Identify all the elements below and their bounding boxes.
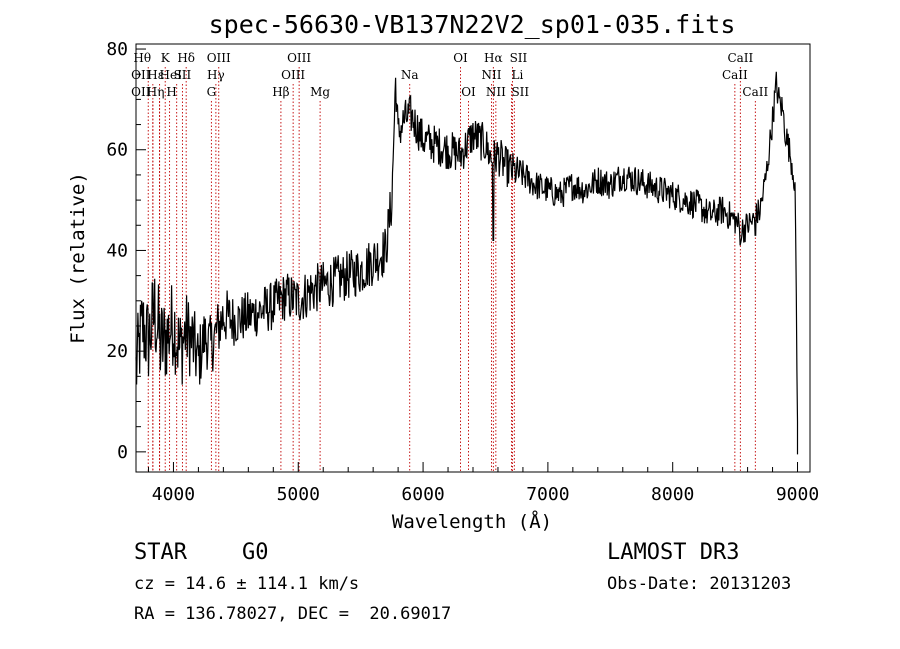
- y-tick-label: 20: [106, 341, 128, 362]
- line-label: SII: [511, 85, 529, 99]
- line-label: Na: [401, 68, 419, 82]
- y-axis-label: Flux (relative): [67, 172, 89, 344]
- y-tick-label: 0: [117, 442, 128, 463]
- line-label: CaII: [742, 85, 768, 99]
- line-label: CaII: [722, 68, 748, 82]
- x-tick-label: 7000: [526, 484, 569, 505]
- x-tick-label: 5000: [277, 484, 320, 505]
- redshift-cz: cz = 14.6 ± 114.1 km/s: [134, 574, 360, 594]
- line-label: OI: [461, 85, 476, 99]
- line-label: Hβ: [272, 85, 289, 99]
- line-label: SII: [510, 51, 528, 65]
- line-label: OIII: [281, 68, 305, 82]
- object-class: STAR: [134, 540, 187, 565]
- y-axis-ticks: 0 20 40 60 80: [106, 39, 146, 463]
- line-label: SII: [174, 68, 192, 82]
- spectral-line-markers: [147, 67, 756, 472]
- y-tick-label: 40: [106, 240, 128, 261]
- x-axis-label: Wavelength (Å): [392, 510, 552, 533]
- observation-date: Obs-Date: 20131203: [607, 574, 792, 594]
- line-label: Hγ: [207, 68, 225, 82]
- line-label: Li: [512, 68, 524, 82]
- y-tick-label: 80: [106, 39, 128, 60]
- object-subclass: G0: [242, 540, 269, 565]
- line-label: HeI: [160, 68, 183, 82]
- line-label: K: [161, 51, 171, 65]
- y-tick-label: 60: [106, 140, 128, 161]
- x-axis-ticks: 4000 5000 6000 7000 8000 9000: [147, 462, 819, 505]
- line-label: G: [207, 85, 217, 99]
- line-label: Hδ: [177, 51, 195, 65]
- line-label: NII: [486, 85, 506, 99]
- line-label: Mg: [310, 85, 330, 99]
- flux-series-line: [135, 71, 799, 455]
- line-label: NII: [481, 68, 501, 82]
- line-label: Hθ: [133, 51, 151, 65]
- x-tick-label: 6000: [401, 484, 444, 505]
- x-tick-label: 9000: [776, 484, 819, 505]
- x-tick-label: 8000: [651, 484, 694, 505]
- line-label: OIII: [207, 51, 231, 65]
- line-label: Hα: [484, 51, 503, 65]
- line-label: CaII: [727, 51, 753, 65]
- line-label: OIII: [287, 51, 311, 65]
- plot-frame: [135, 43, 811, 473]
- spectral-line-labels: HθOIIOIIHεHηKHHeISIIHδGHγOIIIHβOIIIOIIIM…: [131, 51, 768, 99]
- survey-name: LAMOST DR3: [607, 540, 740, 565]
- line-label: Hη: [147, 85, 165, 99]
- line-label: OI: [453, 51, 468, 65]
- line-label: Hε: [147, 68, 164, 82]
- x-tick-label: 4000: [152, 484, 195, 505]
- line-label: H: [166, 85, 176, 99]
- coordinates: RA = 136.78027, DEC = 20.69017: [134, 604, 452, 624]
- chart-title: spec-56630-VB137N22V2_sp01-035.fits: [209, 10, 736, 39]
